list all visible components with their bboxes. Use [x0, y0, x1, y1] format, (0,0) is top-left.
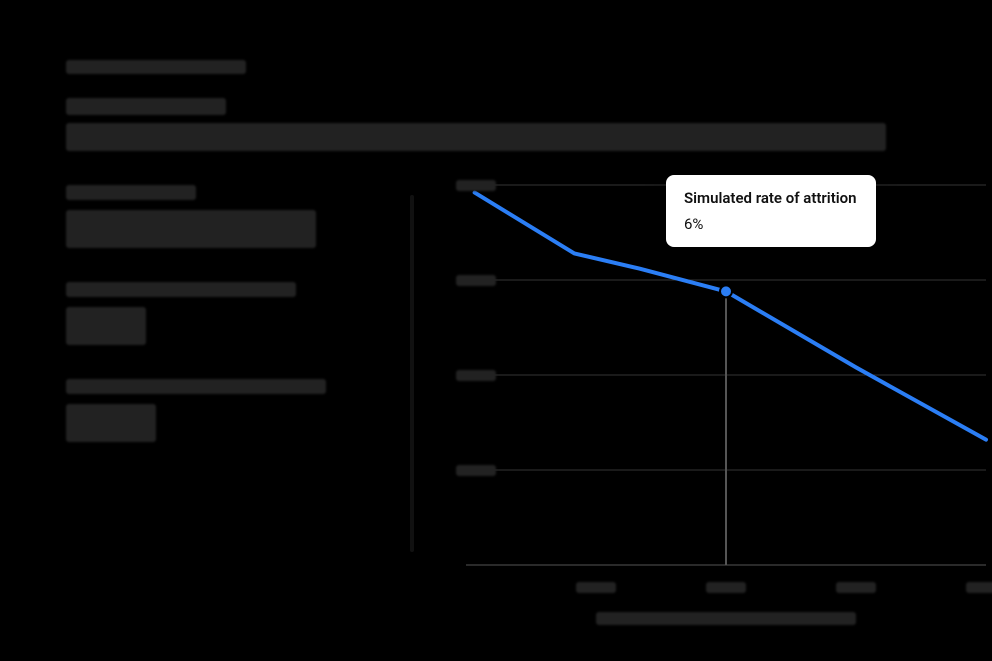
x-tick-label: [836, 582, 876, 593]
x-tick-label: [966, 582, 992, 593]
tooltip-title: Simulated rate of attrition: [684, 189, 858, 207]
body-row: Simulated rate of attrition 6%: [66, 185, 926, 602]
stat-block-3: [66, 379, 366, 442]
chart-column: Simulated rate of attrition 6%: [466, 185, 926, 602]
y-tick-label: [456, 275, 496, 286]
y-tick-label: [456, 370, 496, 381]
stat-1-value: [66, 210, 316, 248]
chart-tooltip: Simulated rate of attrition 6%: [666, 175, 876, 247]
subhead-text: [66, 98, 226, 115]
analytics-card: Simulated rate of attrition 6%: [22, 20, 970, 642]
stats-column: [66, 185, 366, 602]
headline-text: [66, 123, 886, 151]
stat-2-label: [66, 282, 296, 297]
y-tick-label: [456, 465, 496, 476]
stat-block-2: [66, 282, 366, 345]
stat-3-value: [66, 404, 156, 442]
x-axis-title: [596, 612, 856, 625]
stat-2-value: [66, 307, 146, 345]
stat-block-1: [66, 185, 366, 248]
stat-3-label: [66, 379, 326, 394]
stat-1-label: [66, 185, 196, 200]
y-tick-label: [456, 180, 496, 191]
line-chart[interactable]: Simulated rate of attrition 6%: [466, 185, 986, 565]
x-tick-label: [706, 582, 746, 593]
x-tick-label: [576, 582, 616, 593]
vertical-slider[interactable]: [406, 185, 426, 602]
tooltip-value: 6%: [684, 215, 858, 233]
slider-track: [410, 195, 414, 552]
eyebrow-text: [66, 60, 246, 74]
